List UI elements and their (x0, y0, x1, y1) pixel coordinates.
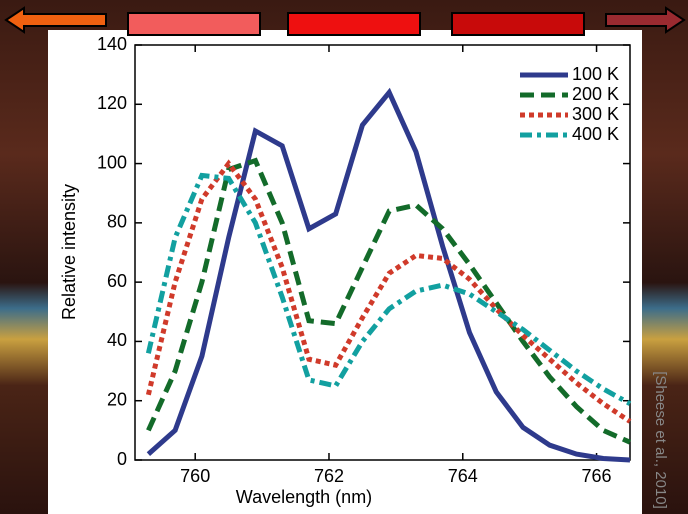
plot-panel (48, 30, 642, 514)
y-tick-label: 60 (107, 271, 127, 291)
color-box (127, 12, 261, 36)
arrow-right (605, 6, 686, 34)
series-line (145, 172, 632, 406)
legend-label: 200 K (572, 84, 619, 104)
citation: [Sheese et al., 2010] (652, 371, 669, 509)
x-tick-label: 764 (448, 466, 478, 486)
y-axis-label: Relative intensity (59, 184, 79, 320)
x-tick-label: 766 (582, 466, 612, 486)
legend-label: 300 K (572, 104, 619, 124)
y-tick-label: 0 (117, 449, 127, 469)
y-tick-label: 140 (97, 34, 127, 54)
x-axis-label: Wavelength (nm) (236, 487, 372, 507)
series-line (146, 87, 631, 463)
color-box (287, 12, 421, 36)
color-box (451, 12, 585, 36)
y-tick-label: 120 (97, 93, 127, 113)
legend-label: 100 K (572, 64, 619, 84)
arrow-left (4, 6, 107, 34)
y-tick-label: 100 (97, 152, 127, 172)
plot-frame (134, 44, 631, 461)
legend-label: 400 K (572, 124, 619, 144)
series-line (146, 157, 632, 445)
x-tick-label: 760 (180, 466, 210, 486)
y-tick-label: 40 (107, 330, 127, 350)
x-tick-label: 762 (314, 466, 344, 486)
y-tick-label: 20 (107, 389, 127, 409)
y-tick-label: 80 (107, 212, 127, 232)
series-line (145, 159, 632, 424)
